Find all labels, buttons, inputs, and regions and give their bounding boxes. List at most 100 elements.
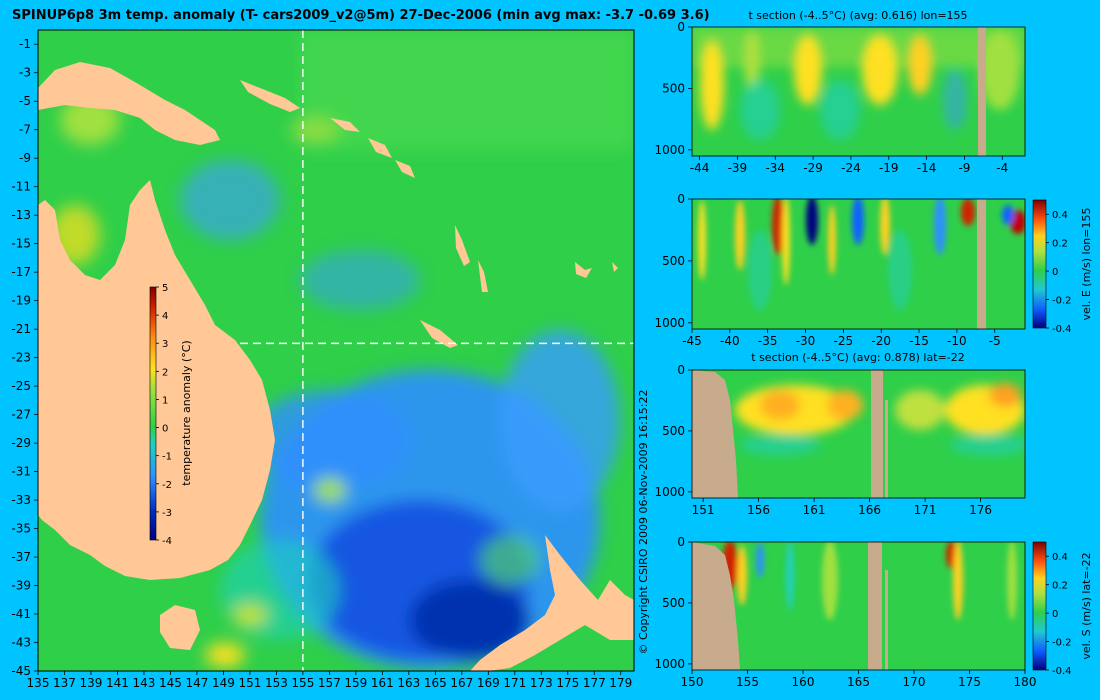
vel-e-colorbar-tick-label: 0.4	[1052, 210, 1068, 221]
map-x-tick-label: 167	[450, 676, 473, 690]
map-x-tick-label: 141	[106, 676, 129, 690]
map-y-tick-label: -31	[11, 465, 31, 479]
vel-e-section-lon155-x-tick-label: -5	[989, 334, 1001, 348]
vel-s-section-lat-22-y-ticks: 0 500 1000	[654, 535, 692, 671]
map-y-tick-label: -7	[19, 123, 31, 137]
map-x-tick-label: 163	[397, 676, 420, 690]
map-y-tick-label: -37	[11, 550, 31, 564]
vel-e-section-lon155-y-tick-label: 1000	[654, 316, 685, 330]
t-section-lat-22-x-ticks: 151 156 161 166 171 176	[692, 498, 992, 517]
t-section-lat-22-panel: t section (-4..5°C) (avg: 0.878) lat=-22…	[654, 351, 1026, 517]
vel-e-section-lon155-y-ticks: 0 500 1000	[654, 192, 692, 330]
map-y-tick-label: -39	[11, 579, 31, 593]
t-section-lat-22-y-ticks: 0 500 1000	[654, 363, 692, 499]
t-section-lon155-x-tick-label: -44	[690, 161, 710, 175]
map-colorbar-tick-label: 4	[162, 311, 168, 322]
t-section-lon155-title: t section (-4..5°C) (avg: 0.616) lon=155	[748, 9, 967, 22]
vel-s-section-lat-22-x-ticks: 150 155 160 165 170 175 180	[681, 670, 1037, 689]
map-y-tick-label: -19	[11, 294, 31, 308]
t-section-lon155-x-tick-label: -4	[996, 161, 1008, 175]
vel-s-section-lat-22-x-tick-label: 150	[681, 675, 704, 689]
t-section-lon155-x-tick-label: -39	[728, 161, 748, 175]
vel-s-section-lat-22-land-coast	[692, 542, 740, 670]
vel-s-section-lat-22-plot-area	[692, 542, 1025, 670]
map-x-tick-label: 149	[212, 676, 235, 690]
map-y-tick-label: -41	[11, 607, 31, 621]
t-section-lon155-x-tick-label: -19	[879, 161, 899, 175]
map-y-tick-label: -45	[11, 664, 31, 678]
vel-s-section-lat-22-x-tick-label: 170	[903, 675, 926, 689]
map-y-tick-label: -33	[11, 493, 31, 507]
vel-e-section-lon155-y-tick-label: 500	[662, 254, 685, 268]
map-y-tick-label: -27	[11, 408, 31, 422]
t-section-lat-22-x-tick-label: 161	[803, 503, 826, 517]
t-section-lon155-y-tick-label: 0	[677, 20, 685, 34]
map-colorbar: 5 4 3 2 1 0 -1 -2 -3 -4 temperature anomaly (°C)	[149, 283, 193, 547]
map-y-tick-label: -17	[11, 265, 31, 279]
vel-s-section-lat-22-y-tick-label: 500	[662, 596, 685, 610]
t-section-lon155-y-ticks: 0 500 1000	[654, 20, 692, 157]
t-section-lon155-x-ticks: -44 -39 -34 -29 -24 -19 -14 -9 -4	[690, 156, 1008, 175]
vel-e-colorbar-ticks: 0.4 0.2 0 -0.2 -0.4	[1046, 210, 1072, 335]
map-colorbar-tick-label: 3	[162, 339, 168, 350]
t-section-lat-22-title: t section (-4..5°C) (avg: 0.878) lat=-22	[751, 351, 964, 364]
land-new-guinea	[38, 62, 220, 145]
map-colorbar-label: temperature anomaly (°C)	[180, 340, 193, 485]
map-x-tick-label: 159	[344, 676, 367, 690]
t-section-lat-22-land-island	[871, 370, 883, 498]
map-y-tick-label: -13	[11, 208, 31, 222]
vel-s-colorbar-label: vel. S (m/s) lat=-22	[1080, 552, 1093, 659]
vel-e-colorbar-tick-label: -0.4	[1052, 324, 1072, 335]
map-x-tick-label: 169	[477, 676, 500, 690]
vel-s-section-lat-22-x-tick-label: 180	[1014, 675, 1037, 689]
vel-e-colorbar-tick-label: -0.2	[1052, 296, 1072, 307]
vel-s-section-lat-22-x-tick-label: 155	[736, 675, 759, 689]
vel-e-section-lon155-x-ticks: -45 -40 -35 -30 -25 -20 -15 -10 -5	[682, 329, 1001, 348]
map-colorbar-tick-label: 1	[162, 395, 168, 406]
t-section-lon155-x-tick-label: -14	[917, 161, 937, 175]
map-x-tick-label: 177	[583, 676, 606, 690]
vel-s-colorbar-tick-label: -0.4	[1052, 666, 1072, 677]
map-x-tick-label: 157	[318, 676, 341, 690]
map-x-tick-label: 147	[185, 676, 208, 690]
map-y-ticks: -1 -3 -5 -7 -9 -11 -13 -15 -17 -19 -21 -23 -25 -27 -29…	[11, 37, 38, 678]
map-y-tick-label: -21	[11, 322, 31, 336]
map-x-tick-label: 135	[27, 676, 50, 690]
map-x-tick-label: 175	[556, 676, 579, 690]
map-colorbar-tick-label: 0	[162, 424, 168, 435]
vel-e-section-lon155-x-tick-label: -40	[720, 334, 740, 348]
map-colorbar-tick-label: 2	[162, 367, 168, 378]
land-new-zealand	[470, 535, 634, 671]
t-section-lon155-y-tick-label: 500	[662, 81, 685, 95]
vel-s-section-lat-22-y-tick-label: 1000	[654, 657, 685, 671]
vel-s-colorbar-tick-label: 0.2	[1052, 581, 1068, 592]
vel-e-section-lon155-x-tick-label: -20	[871, 334, 891, 348]
map-plot: 135 137 139 141 143 145 147 149 151 153 155 157 159 1…	[11, 29, 635, 690]
copyright-note: © Copyright CSIRO 2009 06-Nov-2009 16:15…	[637, 390, 650, 655]
vel-s-colorbar-tick-label: 0	[1052, 609, 1058, 620]
vel-e-colorbar-label: vel. E (m/s) lon=155	[1080, 208, 1093, 321]
map-x-tick-label: 155	[291, 676, 314, 690]
land-australia	[38, 180, 275, 580]
map-y-tick-label: -5	[19, 94, 31, 108]
t-section-lat-22-y-tick-label: 0	[677, 363, 685, 377]
vel-s-section-lat-22-x-tick-label: 165	[847, 675, 870, 689]
vel-s-section-lat-22-panel: 150 155 160 165 170 175 180 0 500 1000 0.4 0.2 0 -0…	[654, 535, 1093, 689]
vel-s-section-lat-22-land-island	[868, 542, 882, 670]
vel-e-colorbar-tick-label: 0	[1052, 267, 1058, 278]
map-x-tick-label: 153	[265, 676, 288, 690]
map-y-tick-label: -11	[11, 180, 31, 194]
map-y-tick-label: -3	[19, 66, 31, 80]
vel-e-colorbar-tick-label: 0.2	[1052, 239, 1068, 250]
vel-s-colorbar-tick-label: -0.2	[1052, 638, 1072, 649]
land-tasmania	[160, 605, 200, 650]
t-section-lat-22-x-tick-label: 166	[858, 503, 881, 517]
t-section-lon155-x-tick-label: -24	[841, 161, 861, 175]
map-crosshair	[240, 30, 634, 671]
map-x-tick-label: 171	[503, 676, 526, 690]
map-colorbar-tick-label: 5	[162, 283, 168, 294]
vel-e-section-lon155-x-tick-label: -15	[909, 334, 929, 348]
map-x-tick-label: 165	[424, 676, 447, 690]
vel-e-section-lon155-y-tick-label: 0	[677, 192, 685, 206]
